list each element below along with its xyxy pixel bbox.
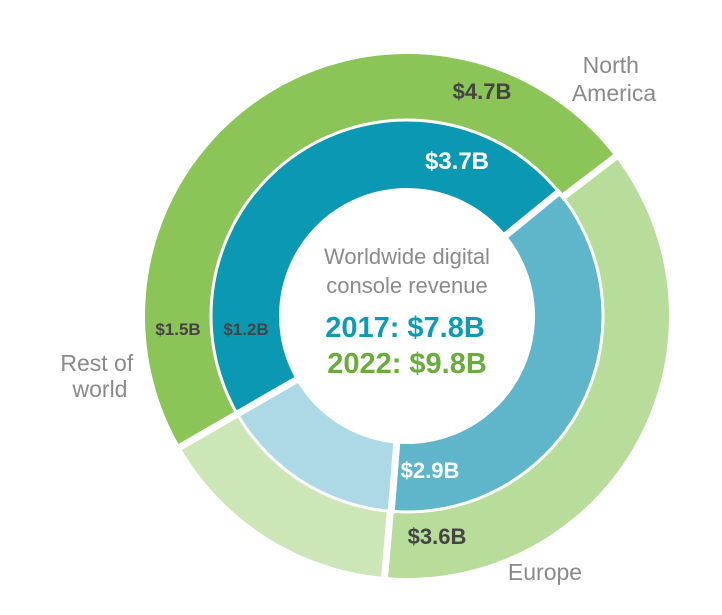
inner-value-label-rest-of-world: $1.2B <box>223 320 268 339</box>
outer-segment-europe <box>384 157 670 579</box>
inner-value-label-north-america: $3.7B <box>425 148 489 175</box>
outer-gap-2 <box>380 508 394 582</box>
inner-segment-north-america <box>210 119 559 414</box>
inner-gap-2 <box>387 441 401 514</box>
outer-gap-0 <box>174 409 241 453</box>
ring-separator <box>209 118 605 514</box>
outer-value-label-europe: $3.6B <box>408 524 467 549</box>
outer-segment-rest-of-world <box>180 414 391 578</box>
center-total-2017: 2017: $7.8B <box>325 312 485 344</box>
region-label-north-america-line2: America <box>572 80 657 106</box>
segment-gaps <box>174 118 621 582</box>
inner-value-label-europe: $2.9B <box>401 458 460 483</box>
inner-ring <box>210 119 603 512</box>
region-label-rest-of-world: Rest of world <box>60 350 139 402</box>
inner-segment-rest-of-world <box>237 380 397 512</box>
outer-segment-north-america <box>144 53 616 447</box>
outer-value-label-rest-of-world: $1.5B <box>155 320 200 339</box>
region-label-rest-of-world-line2: world <box>72 376 128 402</box>
outer-ring <box>144 53 670 579</box>
center-title-line1: Worldwide digital <box>324 244 490 269</box>
inner-gap-0 <box>233 375 300 419</box>
region-label-europe: Europe <box>508 559 582 585</box>
inner-gap-1 <box>502 188 563 240</box>
outer-gap-1 <box>559 151 621 202</box>
inner-segment-europe <box>391 192 603 512</box>
region-label-rest-of-world-line1: Rest of <box>60 350 133 376</box>
region-label-north-america: North America <box>572 52 657 106</box>
center-title-line2: console revenue <box>326 273 487 298</box>
center-total-2022: 2022: $9.8B <box>327 348 487 380</box>
outer-value-label-north-america: $4.7B <box>453 79 512 104</box>
region-label-north-america-line1: North <box>583 52 639 78</box>
